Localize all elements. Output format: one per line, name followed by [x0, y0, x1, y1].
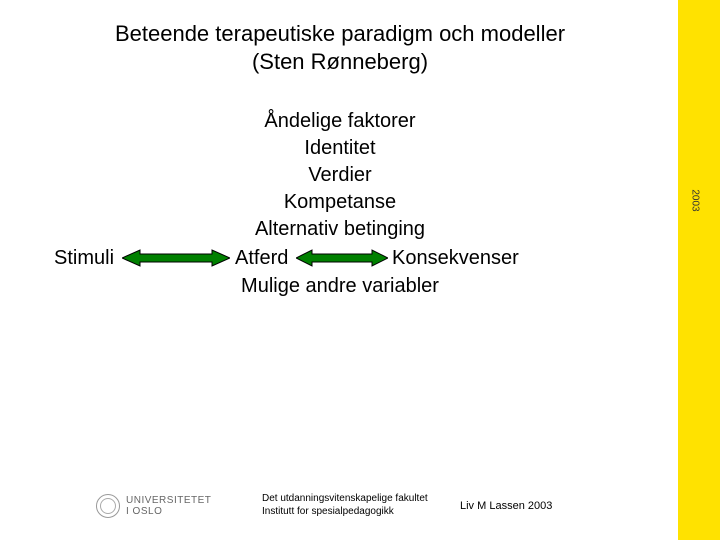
- factor-item: Kompetanse: [0, 189, 680, 216]
- credit-label: Liv M Lassen 2003: [460, 500, 552, 512]
- double-arrow-icon: [296, 248, 388, 268]
- factor-item: Verdier: [0, 162, 680, 189]
- logo-text: UNIVERSITETET I OSLO: [126, 495, 211, 517]
- arrow-shape: [296, 250, 388, 266]
- university-logo: UNIVERSITETET I OSLO: [96, 494, 211, 518]
- mulige-label: Mulige andre variabler: [0, 275, 680, 298]
- faculty-line1: Det utdanningsvitenskapelige fakultet: [262, 493, 428, 506]
- arrow-shape: [122, 250, 230, 266]
- logo-line1: UNIVERSITETET: [126, 495, 211, 506]
- factor-item: Identitet: [0, 135, 680, 162]
- atferd-label: Atferd: [235, 247, 288, 270]
- stimuli-label: Stimuli: [54, 247, 114, 270]
- center-content: Åndelige faktorer Identitet Verdier Komp…: [0, 108, 680, 243]
- sidebar-stripe: [678, 0, 720, 540]
- konsekvenser-label: Konsekvenser: [392, 247, 519, 270]
- logo-line2: I OSLO: [126, 506, 211, 517]
- title-line1: Beteende terapeutiske paradigm och model…: [115, 21, 565, 46]
- faculty-block: Det utdanningsvitenskapelige fakultet In…: [262, 493, 428, 518]
- double-arrow-icon: [122, 248, 230, 268]
- seal-icon: [96, 494, 120, 518]
- title-line2: (Sten Rønneberg): [252, 49, 428, 74]
- factor-list: Åndelige faktorer Identitet Verdier Komp…: [0, 108, 680, 243]
- year-label: 2003: [689, 189, 700, 211]
- factor-item: Åndelige faktorer: [0, 108, 680, 135]
- factor-item: Alternativ betinging: [0, 216, 680, 243]
- faculty-line2: Institutt for spesialpedagogikk: [262, 506, 428, 519]
- slide-title: Beteende terapeutiske paradigm och model…: [0, 20, 680, 75]
